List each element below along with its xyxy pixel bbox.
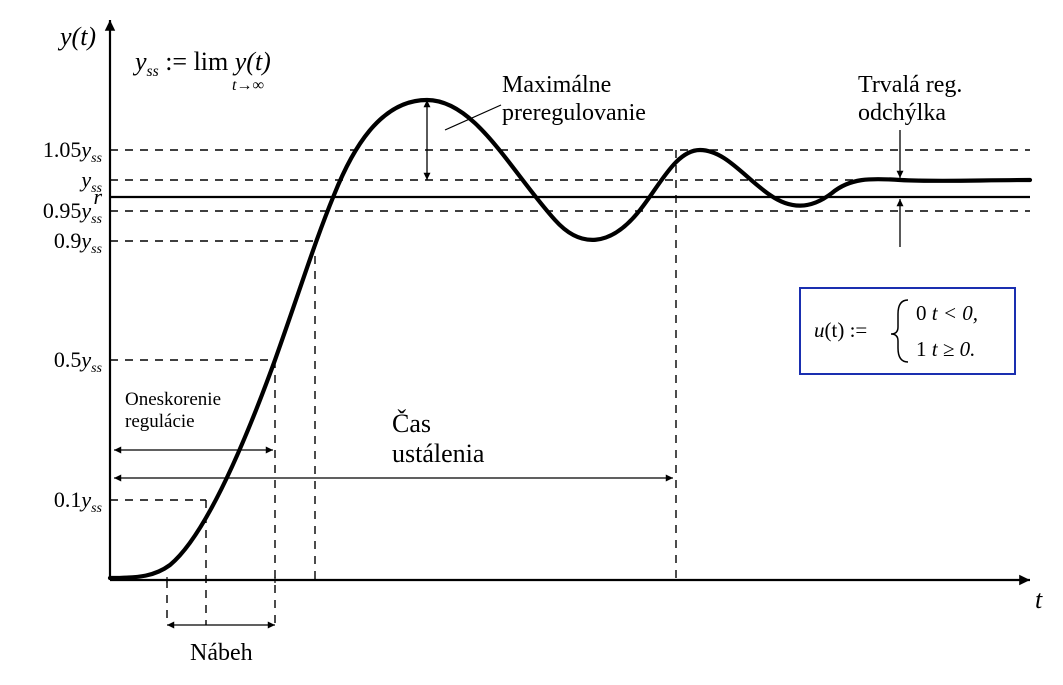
rise-time-label: Nábeh <box>190 640 253 666</box>
steady-error-label: Trvalá reg. <box>858 72 962 98</box>
overshoot-label: Maximálne <box>502 72 611 98</box>
svg-text:0 t < 0,: 0 t < 0, <box>916 301 978 325</box>
svg-text:odchýlka: odchýlka <box>858 100 946 126</box>
x-axis-label: t <box>1035 585 1043 614</box>
svg-text:u(t) :=: u(t) := <box>814 318 867 342</box>
y-tick-label: r <box>93 184 102 209</box>
svg-text:1 t ≥ 0.: 1 t ≥ 0. <box>916 337 975 361</box>
delay-label: Oneskorenie <box>125 389 221 410</box>
settling-time-label: Čas <box>392 409 431 438</box>
y-axis-label: y(t) <box>57 22 96 51</box>
svg-text:regulácie: regulácie <box>125 411 195 432</box>
svg-text:t→∞: t→∞ <box>232 77 264 94</box>
svg-text:ustálenia: ustálenia <box>392 439 485 468</box>
step-response-diagram: y(t)t1.05yssyssr0.95yss0.9yss0.5yss0.1ys… <box>0 0 1063 685</box>
svg-text:preregulovanie: preregulovanie <box>502 100 646 126</box>
